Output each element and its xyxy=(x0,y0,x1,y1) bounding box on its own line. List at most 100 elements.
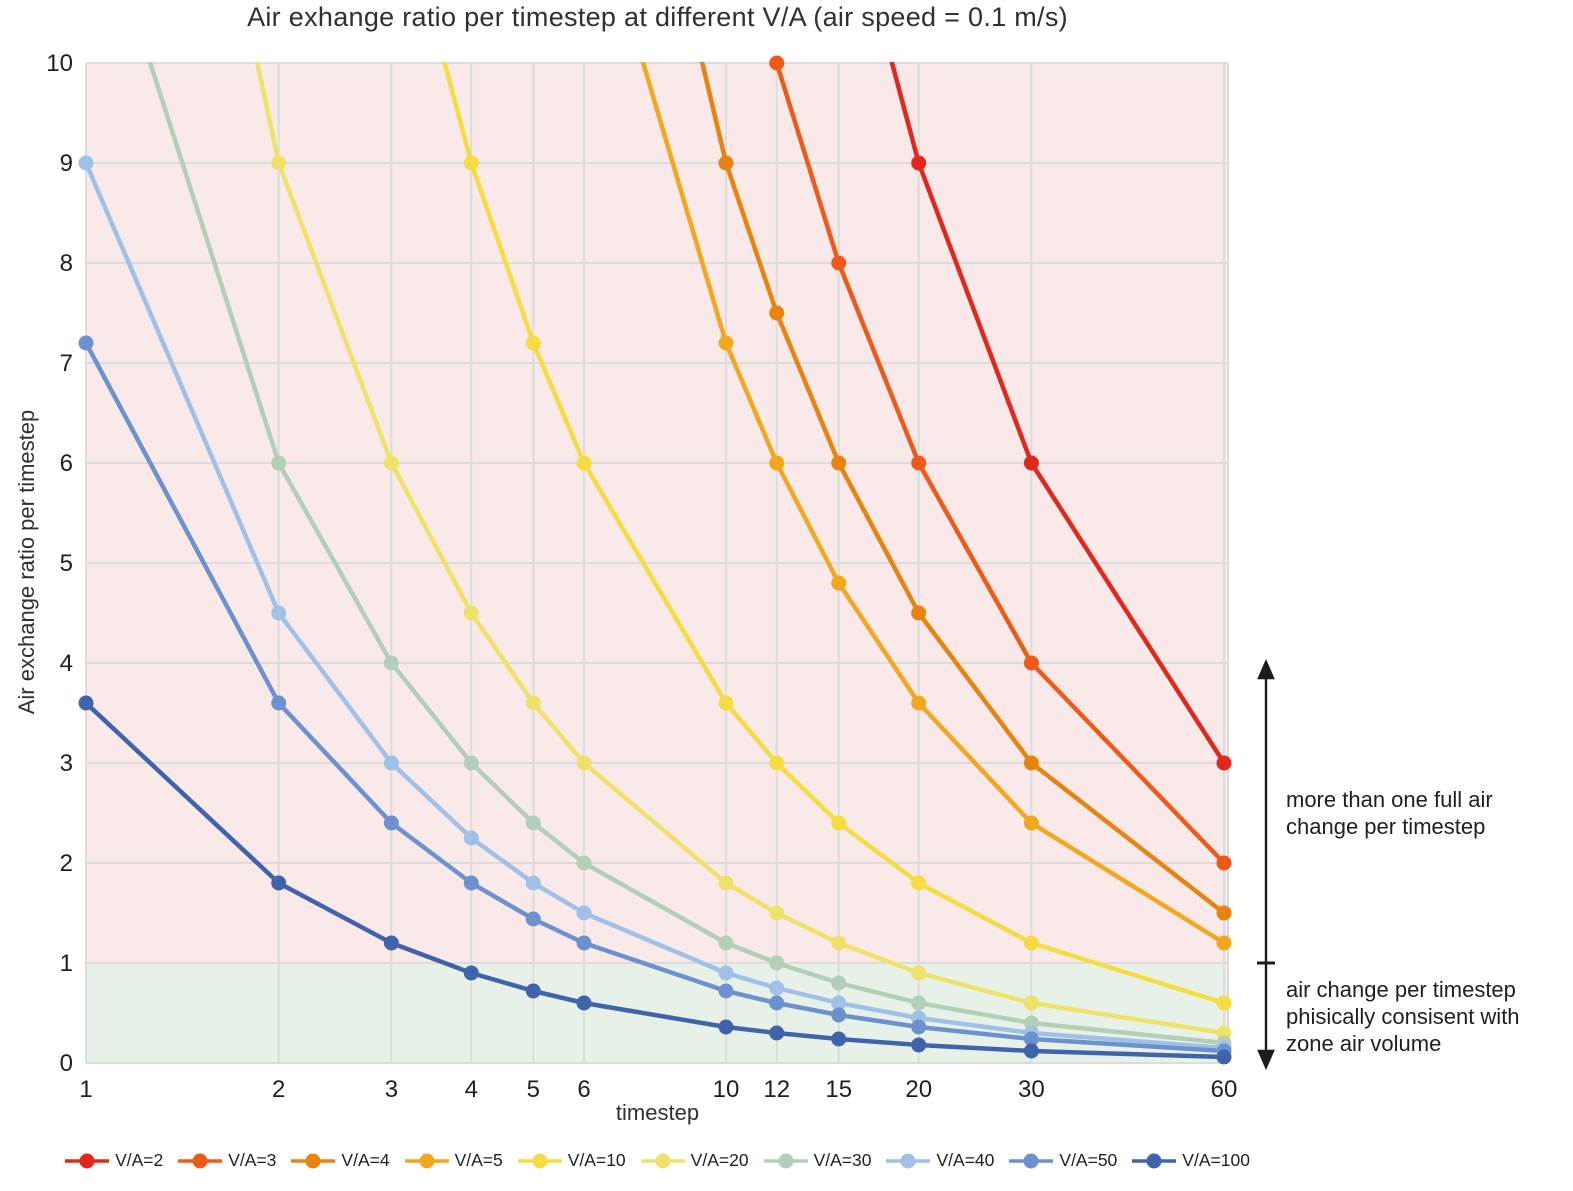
range-arrow xyxy=(1257,659,1275,1070)
background-band xyxy=(86,963,1228,1063)
data-point xyxy=(718,695,734,711)
data-point xyxy=(576,455,592,471)
series-line-V/A=30 xyxy=(147,62,1227,1046)
series-line-V/A=2 xyxy=(889,62,1227,766)
legend-label: V/A=5 xyxy=(454,1150,503,1170)
legend-marker-icon xyxy=(178,1153,223,1168)
series-line-V/A=40 xyxy=(86,160,1227,1051)
data-point xyxy=(831,1031,847,1047)
background-band xyxy=(86,63,1228,963)
data-point xyxy=(383,935,399,951)
data-point xyxy=(718,983,734,999)
legend-marker-icon xyxy=(404,1153,449,1168)
data-point xyxy=(911,1019,927,1035)
data-point xyxy=(1216,935,1232,951)
data-point xyxy=(271,605,287,621)
y-tick-label: 0 xyxy=(60,1050,73,1077)
series-line-V/A=10 xyxy=(442,62,1227,1006)
y-tick-label: 3 xyxy=(60,750,73,777)
series-line-V/A=50 xyxy=(86,340,1227,1054)
x-tick-label: 6 xyxy=(577,1076,590,1103)
annotation-above-one: more than one full air change per timest… xyxy=(1286,787,1493,839)
x-tick-label: 2 xyxy=(272,1076,285,1103)
data-point xyxy=(383,755,399,771)
data-point xyxy=(911,455,927,471)
data-point xyxy=(831,255,847,271)
data-point xyxy=(525,911,541,927)
y-tick-label: 2 xyxy=(60,850,73,877)
y-tick-label: 8 xyxy=(60,250,73,277)
series-line-V/A=3 xyxy=(774,62,1227,866)
data-point xyxy=(718,335,734,351)
y-tick-label: 7 xyxy=(60,350,73,377)
legend-marker-icon xyxy=(65,1153,110,1168)
legend: V/A=2 V/A=3 V/A=4 V/A=5 V/A=10 V/A=20 V/A=30 V/… xyxy=(65,1150,1250,1171)
data-point xyxy=(769,1025,785,1041)
data-point xyxy=(1023,755,1039,771)
legend-item: V/A=10 xyxy=(517,1150,626,1171)
data-point xyxy=(383,455,399,471)
data-point xyxy=(1216,995,1232,1011)
data-point xyxy=(525,695,541,711)
x-tick-label: 12 xyxy=(763,1076,790,1103)
data-point xyxy=(1216,1049,1232,1065)
data-point xyxy=(911,965,927,981)
y-tick-label: 5 xyxy=(60,550,73,577)
data-point xyxy=(576,855,592,871)
data-point xyxy=(831,815,847,831)
data-point xyxy=(911,605,927,621)
legend-item: V/A=3 xyxy=(178,1150,276,1171)
data-point xyxy=(271,695,287,711)
data-point xyxy=(831,995,847,1011)
legend-marker-icon xyxy=(517,1153,562,1168)
x-axis-label: timestep xyxy=(615,1100,700,1125)
data-point xyxy=(769,980,785,996)
data-point xyxy=(463,830,479,846)
data-point xyxy=(769,905,785,921)
series-markers xyxy=(78,55,1232,1065)
annotation-below-one: air change per timestep phisically consi… xyxy=(1286,977,1520,1056)
y-tick-label: 9 xyxy=(60,150,73,177)
data-point xyxy=(1216,755,1232,771)
data-point xyxy=(1023,655,1039,671)
data-point xyxy=(463,875,479,891)
x-tick-label: 3 xyxy=(385,1076,398,1103)
legend-item: V/A=30 xyxy=(763,1150,872,1171)
legend-label: V/A=30 xyxy=(813,1150,872,1170)
data-point xyxy=(78,695,94,711)
series-lines xyxy=(86,62,1227,1060)
legend-label: V/A=20 xyxy=(690,1150,749,1170)
data-point xyxy=(463,965,479,981)
data-point xyxy=(576,755,592,771)
y-tick-label: 6 xyxy=(60,450,73,477)
legend-label: V/A=3 xyxy=(228,1150,277,1170)
data-point xyxy=(769,455,785,471)
data-point xyxy=(271,155,287,171)
data-point xyxy=(718,965,734,981)
data-point xyxy=(769,955,785,971)
legend-item: V/A=50 xyxy=(1009,1150,1117,1171)
x-tick-label: 60 xyxy=(1211,1076,1238,1103)
series-line-V/A=5 xyxy=(640,62,1227,946)
y-tick-label: 1 xyxy=(60,950,73,977)
data-point xyxy=(576,995,592,1011)
x-tick-label: 30 xyxy=(1018,1076,1045,1103)
data-point xyxy=(1023,815,1039,831)
data-point xyxy=(911,695,927,711)
data-point xyxy=(769,305,785,321)
data-point xyxy=(463,755,479,771)
data-point xyxy=(769,995,785,1011)
legend-item: V/A=4 xyxy=(291,1150,390,1171)
data-point xyxy=(911,155,927,171)
data-point xyxy=(576,935,592,951)
x-tick-label: 4 xyxy=(465,1076,478,1103)
y-tick-label: 4 xyxy=(60,650,73,677)
data-point xyxy=(271,455,287,471)
x-tick-label: 5 xyxy=(527,1076,540,1103)
x-tick-label: 20 xyxy=(905,1076,932,1103)
arrow-down-icon xyxy=(1257,1049,1275,1070)
data-point xyxy=(831,1007,847,1023)
data-point xyxy=(1023,1043,1039,1059)
legend-marker-icon xyxy=(763,1153,808,1168)
data-point xyxy=(718,1019,734,1035)
